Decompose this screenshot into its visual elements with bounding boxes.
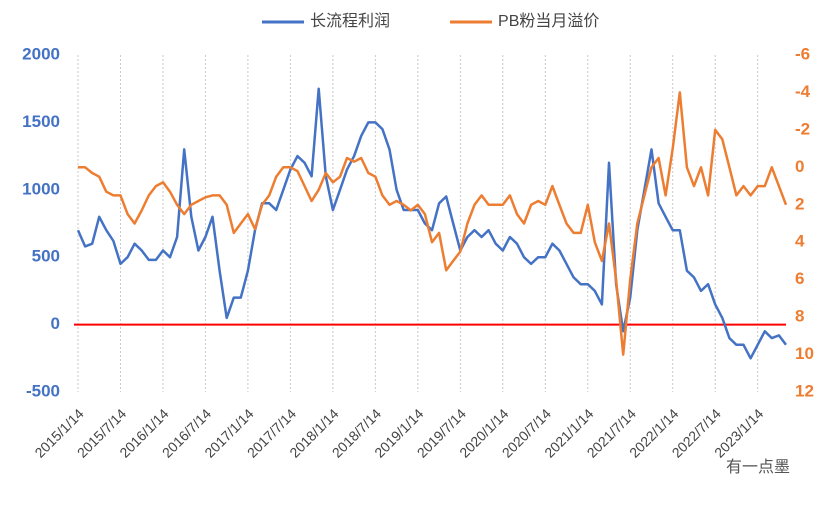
y2-tick-label: 12: [795, 381, 814, 400]
legend-label: 长流程利润: [310, 12, 390, 30]
y2-tick-label: 6: [795, 269, 804, 288]
y2-tick-label: 10: [795, 344, 814, 363]
series-line: [78, 91, 788, 356]
y-tick-label: 2000: [22, 44, 60, 63]
series-line: [76, 87, 787, 360]
y2-tick-label: -2: [795, 119, 810, 138]
y2-tick-label: -6: [795, 44, 810, 63]
y-tick-label: 1500: [22, 112, 60, 131]
y-tick-label: 500: [32, 247, 60, 266]
watermark: 有一点墨: [726, 458, 790, 476]
y2-tick-label: 0: [795, 157, 804, 176]
y2-tick-label: 2: [795, 194, 804, 213]
y2-tick-label: 4: [795, 232, 805, 251]
y2-tick-label: 8: [795, 307, 804, 326]
y-tick-label: 1000: [22, 179, 60, 198]
legend-label: PB粉当月溢价: [498, 12, 599, 30]
y-tick-label: 0: [51, 314, 60, 333]
y-tick-label: -500: [26, 381, 60, 400]
y2-tick-label: -4: [795, 82, 811, 101]
